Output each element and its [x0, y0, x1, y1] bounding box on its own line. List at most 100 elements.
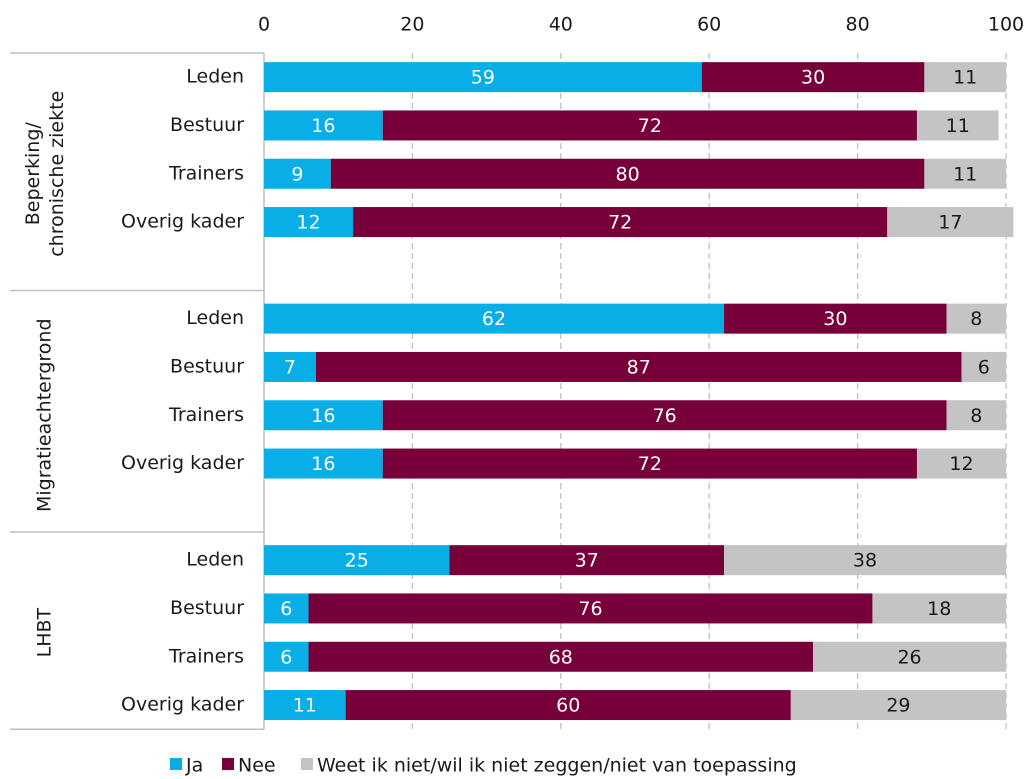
bar-segment: [264, 593, 309, 624]
bar-segment: [264, 110, 383, 141]
data-label: 38: [853, 550, 877, 572]
data-label: 72: [638, 115, 662, 137]
data-label: 17: [938, 212, 962, 234]
data-label: 6: [280, 598, 292, 620]
bar-segment: [382, 448, 917, 479]
y-tick-label: Leden: [186, 66, 244, 88]
data-label: 12: [296, 212, 320, 234]
group-label: Beperking/chronische ziekte: [22, 91, 68, 257]
y-tick-label: Trainers: [168, 645, 244, 667]
bar-segment: [264, 158, 331, 189]
x-tick-label: 0: [258, 14, 270, 36]
data-label: 11: [946, 115, 970, 137]
bar-segment: [724, 303, 947, 334]
data-label: 29: [886, 695, 910, 717]
y-tick-label: Bestuur: [170, 114, 244, 136]
bar-segment: [872, 593, 1006, 624]
y-tick-label: Leden: [186, 549, 244, 571]
bar-segment: [916, 110, 999, 141]
bar-segment: [382, 400, 947, 431]
y-tick-label: Trainers: [168, 162, 244, 184]
bar-segment: [961, 351, 1006, 382]
bar-segment: [345, 690, 791, 721]
bar-segment: [813, 641, 1006, 672]
data-label: 11: [953, 163, 977, 185]
legend-label: Weet ik niet/wil ik niet zeggen/niet van…: [317, 755, 797, 777]
legend-label: Nee: [238, 755, 276, 777]
y-tick-label: Trainers: [168, 404, 244, 426]
data-label: 72: [608, 212, 632, 234]
bar-segment: [315, 351, 962, 382]
bar-segment: [264, 690, 346, 721]
legend-swatch: [222, 758, 234, 770]
data-label: 59: [471, 67, 495, 89]
x-tick-label: 100: [988, 14, 1024, 36]
group-label: Migratieachtergrond: [34, 318, 56, 512]
bar-segment: [887, 207, 1014, 238]
data-label: 12: [949, 453, 973, 475]
bar-segment: [264, 641, 309, 672]
x-tick-label: 20: [400, 14, 424, 36]
data-label: 87: [627, 356, 651, 378]
data-label: 8: [970, 405, 982, 427]
bar-segment: [308, 641, 814, 672]
bar-segment: [916, 448, 1006, 479]
bar-segment: [382, 110, 917, 141]
bar-segment: [264, 545, 450, 576]
y-tick-label: Overig kader: [121, 452, 244, 474]
x-tick-label: 80: [846, 14, 870, 36]
data-label: 62: [482, 308, 506, 330]
data-label: 68: [549, 646, 573, 668]
data-label: 8: [970, 308, 982, 330]
bar-segment: [308, 593, 873, 624]
data-label: 16: [311, 405, 335, 427]
data-label: 30: [823, 308, 847, 330]
data-label: 25: [345, 550, 369, 572]
y-tick-label: Bestuur: [170, 597, 244, 619]
bar-segment: [924, 158, 1006, 189]
data-label: 60: [556, 695, 580, 717]
data-label: 18: [927, 598, 951, 620]
bar-segment: [330, 158, 925, 189]
bar-segment: [701, 62, 925, 93]
data-label: 11: [293, 695, 317, 717]
group-label: LHBT: [34, 607, 56, 657]
bar-segment: [264, 448, 383, 479]
data-label: 72: [638, 453, 662, 475]
y-tick-label: Overig kader: [121, 211, 244, 233]
y-tick-label: Bestuur: [170, 355, 244, 377]
data-label: 6: [280, 646, 292, 668]
bar-segment: [946, 400, 1006, 431]
legend-swatch: [301, 758, 313, 770]
data-label: 16: [311, 115, 335, 137]
data-label: 9: [291, 163, 303, 185]
data-label: 76: [653, 405, 677, 427]
bar-segment: [264, 207, 354, 238]
data-label: 26: [897, 646, 921, 668]
bar-segment: [353, 207, 888, 238]
x-tick-label: 60: [697, 14, 721, 36]
data-label: 7: [284, 356, 296, 378]
data-label: 37: [575, 550, 599, 572]
data-label: 80: [615, 163, 639, 185]
bar-segment: [924, 62, 1006, 93]
data-label: 76: [578, 598, 602, 620]
data-label: 11: [953, 67, 977, 89]
bar-segment: [946, 303, 1006, 334]
x-tick-label: 40: [549, 14, 573, 36]
bar-segment: [264, 400, 383, 431]
bar-segment: [790, 690, 1006, 721]
bar-segment: [449, 545, 725, 576]
bar-segment: [264, 62, 702, 93]
data-label: 16: [311, 453, 335, 475]
data-label: 30: [801, 67, 825, 89]
bar-segment: [264, 351, 316, 382]
legend-swatch: [170, 758, 182, 770]
y-tick-label: Leden: [186, 307, 244, 329]
bar-segment: [264, 303, 725, 334]
legend-label: Ja: [185, 755, 203, 777]
y-tick-label: Overig kader: [121, 694, 244, 716]
bar-segment: [724, 545, 1006, 576]
data-label: 6: [978, 356, 990, 378]
